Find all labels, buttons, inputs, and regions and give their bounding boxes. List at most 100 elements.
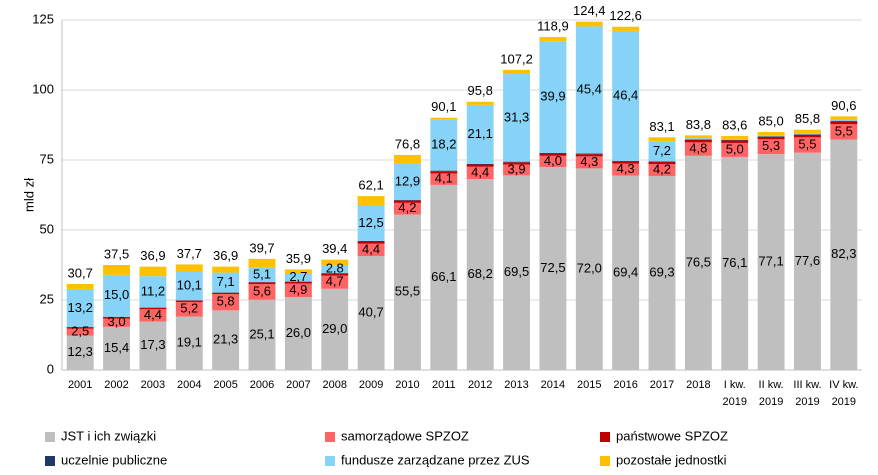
value-label: 90,6 <box>831 98 856 113</box>
bar-segment <box>430 173 458 185</box>
bar-segment <box>684 155 712 370</box>
x-tick-label: 2006 <box>250 379 274 391</box>
bar-segment <box>648 175 676 370</box>
bar-segment <box>648 141 676 162</box>
value-label: 68,2 <box>468 266 493 281</box>
value-label: 72,0 <box>577 261 602 276</box>
value-label: 69,4 <box>613 264 638 279</box>
value-label: 26,0 <box>286 325 311 340</box>
value-label: 13,2 <box>68 300 93 315</box>
bar-segment <box>721 139 749 140</box>
value-label: 122,6 <box>609 8 642 23</box>
value-label: 4,7 <box>326 274 344 289</box>
x-tick-line: III kw. <box>793 379 821 391</box>
value-label: 5,0 <box>726 141 744 156</box>
bar-segment <box>539 37 567 42</box>
legend-swatch <box>325 432 335 442</box>
bar-segment <box>139 309 167 322</box>
bar-segment <box>612 163 640 176</box>
bar-segment <box>284 269 312 274</box>
bar-segment <box>357 243 385 257</box>
x-tick-line: 2019 <box>795 396 819 408</box>
x-tick-label: 2015 <box>577 379 601 391</box>
value-label: 4,3 <box>617 161 635 176</box>
bar-segment <box>248 282 276 285</box>
value-label: 90,1 <box>431 99 456 114</box>
bar-segment <box>794 152 821 370</box>
bar-segment <box>321 259 349 266</box>
x-tick-label: IV kw. 2019 <box>829 379 858 408</box>
bar-segment <box>139 321 167 370</box>
value-label: 69,3 <box>649 264 674 279</box>
bar-segment <box>612 175 640 370</box>
value-label: 39,4 <box>322 241 347 256</box>
x-tick-line: I kw. <box>724 379 746 391</box>
bar-segment <box>357 241 385 244</box>
legend-label: JST i ich związki <box>61 428 156 443</box>
bar-segment <box>321 288 349 370</box>
bar-segment <box>648 161 676 165</box>
bar-segment <box>684 142 712 156</box>
bar-segment <box>612 30 640 161</box>
bar-segment <box>394 200 421 201</box>
bar-segment <box>721 142 749 157</box>
bar-segment <box>794 129 821 134</box>
bar-segment <box>684 138 712 140</box>
value-label: 66,1 <box>431 269 456 284</box>
x-tick-label: 2009 <box>359 379 383 391</box>
bar-segment <box>66 289 94 327</box>
value-label: 4,9 <box>289 282 307 297</box>
x-tick-label: 2001 <box>68 379 92 391</box>
bar-segment <box>430 171 458 174</box>
x-tick-label: 2004 <box>177 379 201 391</box>
bar-segment <box>66 328 94 336</box>
x-tick-label: 2011 <box>432 379 456 391</box>
value-label: 15,0 <box>104 287 129 302</box>
x-tick-label: 2002 <box>104 379 128 391</box>
bar-segment <box>503 161 530 163</box>
x-tick-label: 2007 <box>286 379 310 391</box>
value-label: 77,1 <box>758 253 783 268</box>
value-label: 21,1 <box>468 126 493 141</box>
bar-segment <box>430 170 458 172</box>
bar-segment <box>248 267 276 283</box>
value-label: 21,3 <box>213 332 238 347</box>
x-tick-label: 2005 <box>213 379 237 391</box>
bar-segment <box>721 140 749 143</box>
value-label: 4,1 <box>435 171 453 186</box>
bar-segment <box>284 281 312 284</box>
x-tick-line: 2019 <box>722 396 746 408</box>
value-label: 85,0 <box>758 113 783 128</box>
bar-segment <box>794 134 821 138</box>
value-label: 29,0 <box>322 321 347 336</box>
value-label: 5,6 <box>253 283 271 298</box>
y-tick-label: 0 <box>47 361 54 376</box>
x-tick-line: IV kw. <box>829 379 858 391</box>
value-label: 39,9 <box>540 89 565 104</box>
bar-segment <box>575 154 603 157</box>
bar-segment <box>575 156 603 169</box>
value-label: 83,6 <box>722 117 747 132</box>
bar-segment <box>466 163 494 165</box>
bar-segment <box>103 265 130 275</box>
value-label: 12,3 <box>68 344 93 359</box>
value-label: 4,0 <box>544 153 562 168</box>
value-label: 15,4 <box>104 340 129 355</box>
x-tick-label: 2012 <box>468 379 492 391</box>
bar-segment <box>430 184 458 370</box>
legend-label: państwowe SPZOZ <box>616 428 728 443</box>
bar-segment <box>648 137 676 142</box>
bar-segment <box>66 335 94 370</box>
value-label: 25,1 <box>249 326 274 341</box>
x-tick-line: 2019 <box>759 396 783 408</box>
value-label: 12,9 <box>395 173 420 188</box>
bar-segment <box>394 202 421 215</box>
value-label: 31,3 <box>504 109 529 124</box>
bar-segment <box>212 294 240 311</box>
bar-segment <box>175 300 203 302</box>
value-label: 2,5 <box>71 323 89 338</box>
bar-segment <box>430 117 458 120</box>
legend-swatch <box>600 456 610 466</box>
bar-segment <box>648 164 676 176</box>
